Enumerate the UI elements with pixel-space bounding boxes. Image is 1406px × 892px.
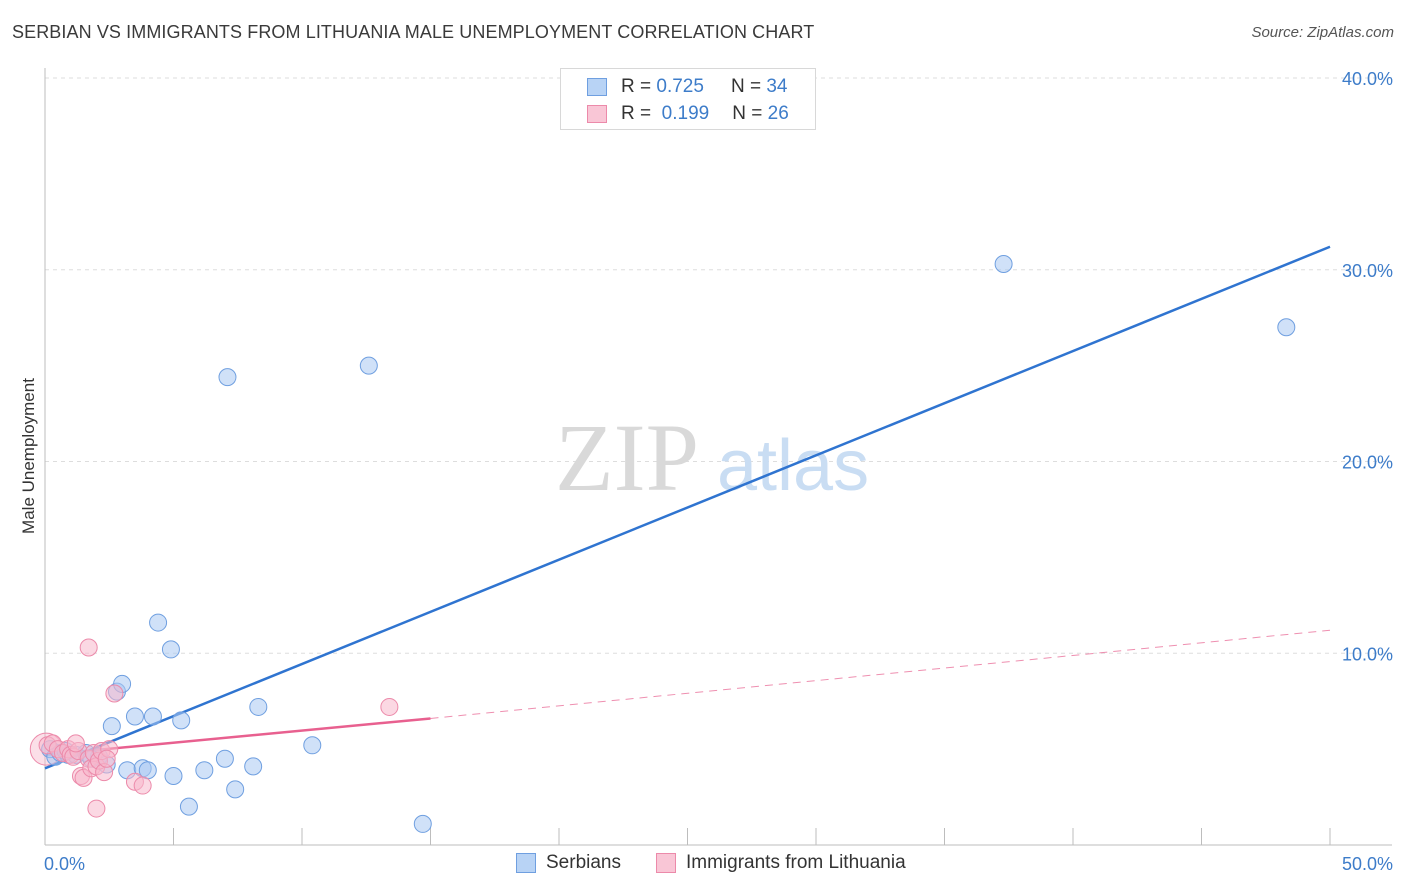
data-point-serbians [195, 761, 214, 780]
legend-row-serbians: R = 0.725 N = 34 [587, 75, 787, 99]
data-point-serbians [1277, 318, 1296, 337]
data-point-lithuania [380, 697, 399, 716]
watermark-zip: ZIP [555, 404, 699, 511]
legend-item-lithuania[interactable]: Immigrants from Lithuania [656, 852, 906, 874]
legend-r-label: R = [621, 76, 652, 97]
tick-labels: 10.0% 20.0% 30.0% 40.0% 0.0% 50.0% [44, 69, 1393, 874]
legend-row-lithuania: R = 0.199 N = 26 [587, 102, 789, 126]
legend-r-label: R = [621, 103, 652, 124]
trendline-lithuania-extension [430, 629, 1331, 719]
source-label: Source: ZipAtlas.com [1251, 24, 1394, 41]
trend-lines [44, 245, 1331, 770]
data-point-lithuania [87, 799, 106, 818]
data-point-serbians [218, 368, 237, 387]
data-point-serbians [215, 749, 234, 768]
watermark: ZIP atlas [555, 404, 869, 511]
y-tick-label: 30.0% [1342, 261, 1393, 281]
data-point-lithuania [133, 776, 152, 795]
data-point-serbians [143, 707, 162, 726]
data-point-lithuania [66, 734, 85, 753]
data-point-serbians [249, 697, 268, 716]
legend-r-value-serbians: 0.725 [656, 76, 704, 97]
legend-label-lithuania: Immigrants from Lithuania [686, 852, 906, 873]
legend-swatch-serbians-bottom [516, 853, 536, 873]
data-point-lithuania [79, 638, 98, 657]
data-point-serbians [172, 711, 191, 730]
data-point-serbians [164, 766, 183, 785]
data-point-serbians [994, 254, 1013, 273]
data-point-serbians [226, 780, 245, 799]
data-point-serbians [102, 717, 121, 736]
y-axis-label: Male Unemployment [19, 378, 38, 534]
data-points [29, 254, 1296, 833]
y-tick-label: 10.0% [1342, 644, 1393, 664]
y-tick-label: 40.0% [1342, 69, 1393, 89]
x-tick-label: 0.0% [44, 854, 85, 874]
axes [44, 68, 1392, 846]
data-point-serbians [179, 797, 198, 816]
legend-swatch-serbians [587, 78, 607, 96]
legend-swatch-lithuania-bottom [656, 853, 676, 873]
series-legend: Serbians Immigrants from Lithuania [0, 852, 1406, 878]
legend-item-serbians[interactable]: Serbians [516, 852, 621, 874]
legend-n-value-lithuania: 26 [767, 103, 789, 124]
data-point-serbians [413, 814, 432, 833]
x-tick-label: 50.0% [1342, 854, 1393, 874]
data-point-serbians [125, 707, 144, 726]
legend-n-value-serbians: 34 [766, 76, 788, 97]
trendline-serbians [44, 245, 1331, 770]
chart-title: SERBIAN VS IMMIGRANTS FROM LITHUANIA MAL… [12, 22, 815, 42]
data-point-serbians [359, 356, 378, 375]
data-point-lithuania [105, 684, 124, 703]
data-point-lithuania [97, 749, 116, 768]
correlation-legend: R = 0.725 N = 34 R = 0.199 N = 26 [560, 68, 816, 130]
data-point-serbians [303, 736, 322, 755]
data-point-serbians [149, 613, 168, 632]
data-point-serbians [161, 640, 180, 659]
legend-n-label: N = [732, 103, 763, 124]
legend-label-serbians: Serbians [546, 852, 621, 873]
data-point-serbians [244, 757, 263, 776]
legend-r-value-lithuania: 0.199 [661, 103, 710, 124]
legend-swatch-lithuania [587, 105, 607, 123]
y-tick-label: 20.0% [1342, 453, 1393, 473]
legend-n-label: N = [730, 76, 762, 97]
grid-lines [45, 77, 1392, 654]
